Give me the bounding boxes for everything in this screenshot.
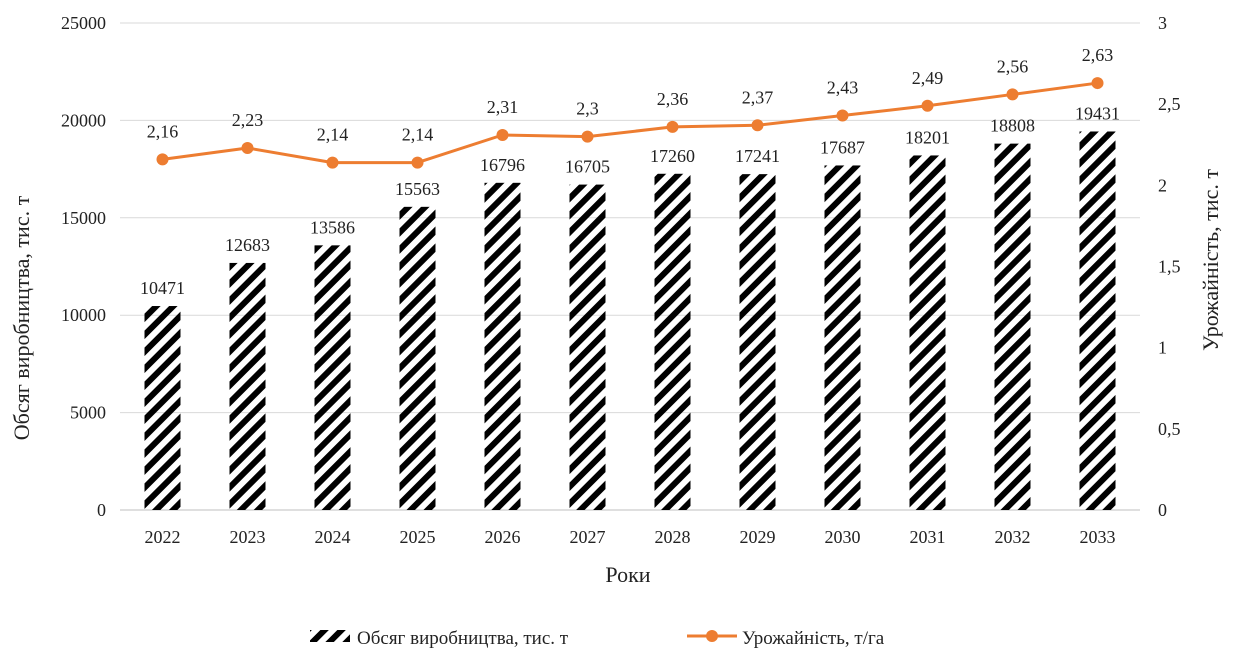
bar-data-label: 13586 (310, 217, 355, 237)
legend-bar-label: Обсяг виробництва, тис. т (357, 628, 569, 649)
line-data-label: 2,14 (402, 125, 434, 145)
x-tick-label: 2025 (400, 527, 436, 547)
line-marker (156, 153, 169, 166)
bar-data-label: 10471 (140, 278, 185, 298)
gridlines (120, 22, 1140, 511)
bar (994, 143, 1031, 510)
bar-data-label: 19431 (1075, 103, 1120, 123)
y2-axis-title: Урожайність, тис. т (1198, 169, 1223, 351)
line-data-label: 2,31 (487, 97, 519, 117)
axis-ticks: 0 5000 10000 15000 20000 25000 0 0,5 1 1,5 2 2,5 3 20… (61, 13, 1181, 547)
y-tick-label: 10000 (61, 305, 106, 325)
line-marker (751, 119, 764, 132)
line-marker (496, 129, 509, 142)
line-data-label: 2,36 (657, 89, 689, 109)
y2-tick-label: 0 (1158, 500, 1167, 520)
y2-tick-label: 2 (1158, 175, 1167, 195)
legend-line-marker (706, 630, 718, 642)
legend-bar-swatch (310, 630, 350, 642)
bar-series (144, 131, 1116, 511)
x-tick-label: 2022 (145, 527, 181, 547)
bar (144, 306, 181, 510)
x-tick-label: 2029 (740, 527, 776, 547)
line-marker (836, 109, 849, 122)
y-tick-label: 20000 (61, 110, 106, 130)
line-data-label: 2,49 (912, 68, 944, 88)
data-labels: 10471 12683 13586 15563 16796 16705 17260 17241… (140, 45, 1120, 298)
x-tick-label: 2030 (825, 527, 861, 547)
bar-data-label: 18201 (905, 127, 950, 147)
bar (484, 182, 521, 511)
x-tick-label: 2031 (910, 527, 946, 547)
y-tick-label: 0 (97, 500, 106, 520)
y-tick-label: 15000 (61, 208, 106, 228)
y2-tick-label: 0,5 (1158, 419, 1181, 439)
line-data-label: 2,14 (317, 125, 349, 145)
line-data-label: 2,63 (1082, 45, 1114, 65)
line-marker (1091, 77, 1104, 90)
bar (399, 206, 436, 510)
bar (1079, 131, 1116, 510)
bar (739, 174, 776, 510)
legend: Обсяг виробництва, тис. т Урожайність, т… (310, 628, 885, 649)
line-marker (411, 156, 424, 169)
bar (229, 262, 266, 510)
x-axis-title: Роки (605, 562, 650, 587)
bar-data-label: 18808 (990, 116, 1035, 136)
y2-tick-label: 1 (1158, 338, 1167, 358)
bar-data-label: 16705 (565, 157, 610, 177)
bar-data-label: 17260 (650, 146, 695, 166)
line-data-label: 2,23 (232, 110, 264, 130)
y-tick-label: 5000 (70, 403, 106, 423)
y2-tick-label: 1,5 (1158, 257, 1181, 277)
bar (314, 245, 351, 510)
line-data-label: 2,43 (827, 78, 859, 98)
line-data-label: 2,37 (742, 87, 774, 107)
x-tick-label: 2024 (315, 527, 351, 547)
bar-data-label: 17687 (820, 137, 865, 157)
line-series (156, 77, 1104, 169)
line-marker (666, 120, 679, 133)
line-marker (581, 130, 594, 143)
bar (569, 184, 606, 510)
y2-tick-label: 2,5 (1158, 94, 1181, 114)
y2-tick-label: 3 (1158, 13, 1167, 33)
line-data-label: 2,56 (997, 56, 1029, 76)
line-marker (1006, 88, 1019, 101)
bar-data-label: 15563 (395, 179, 440, 199)
x-tick-label: 2023 (230, 527, 266, 547)
x-tick-label: 2028 (655, 527, 691, 547)
bar (824, 165, 861, 510)
line-marker (326, 156, 339, 169)
x-tick-label: 2026 (485, 527, 521, 547)
bar-data-label: 16796 (480, 155, 525, 175)
line-data-label: 2,16 (147, 121, 179, 141)
x-tick-label: 2027 (570, 527, 606, 547)
y-tick-label: 25000 (61, 13, 106, 33)
bar (909, 155, 946, 510)
x-tick-label: 2032 (995, 527, 1031, 547)
line-marker (921, 99, 934, 112)
y-axis-title: Обсяг виробництва, тис. т (9, 195, 34, 440)
line-data-label: 2,3 (576, 99, 599, 119)
bar (654, 173, 691, 510)
x-tick-label: 2033 (1080, 527, 1116, 547)
bar-data-label: 12683 (225, 235, 270, 255)
bar-data-label: 17241 (735, 146, 780, 166)
legend-line-label: Урожайність, т/га (742, 628, 885, 649)
line-marker (241, 141, 254, 154)
line-path (162, 81, 1098, 165)
